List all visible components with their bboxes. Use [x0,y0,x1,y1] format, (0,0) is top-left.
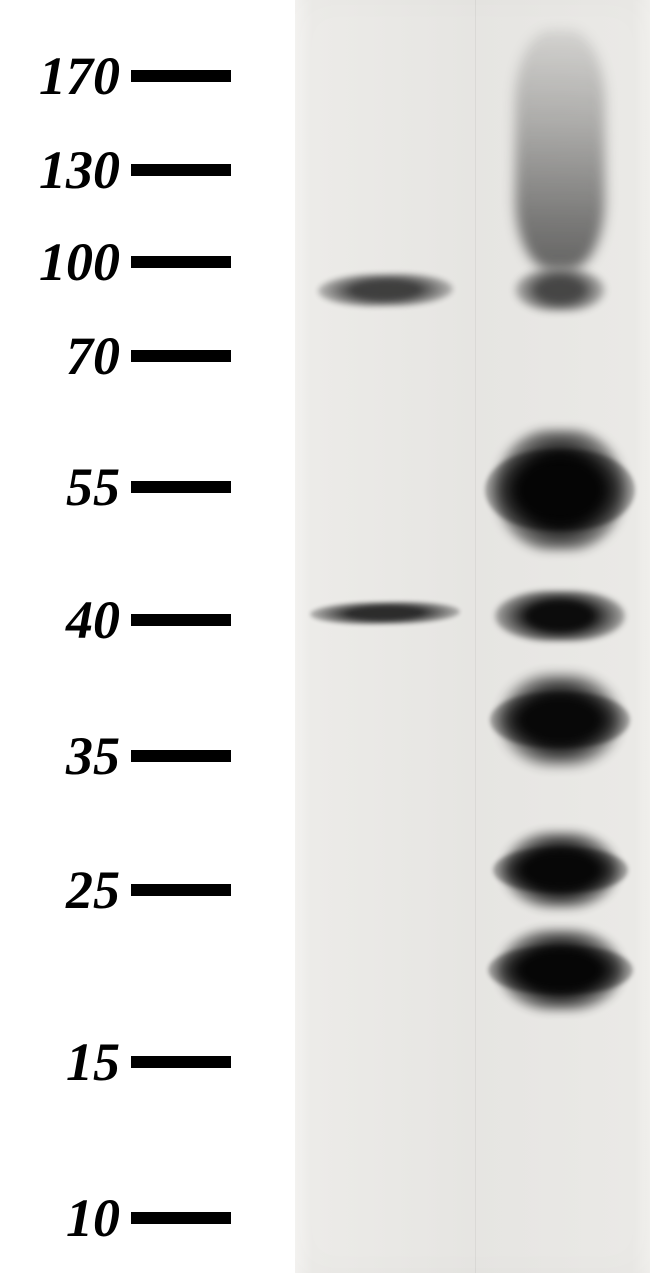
lane-2-band-3 [485,450,635,530]
ladder-label-100: 100 [0,235,120,289]
lane-2-band-5 [495,591,625,641]
ladder-tick-15 [131,1056,231,1068]
ladder-label-70: 70 [0,329,120,383]
ladder-label-15: 15 [0,1035,120,1089]
lane-2-band-1 [515,269,605,311]
ladder-label-55: 55 [0,460,120,514]
lane-1-band-0 [317,273,453,307]
ladder-label-130: 130 [0,143,120,197]
ladder-tick-10 [131,1212,231,1224]
ladder-tick-35 [131,750,231,762]
ladder-label-35: 35 [0,729,120,783]
ladder-tick-130 [131,164,231,176]
western-blot-figure: 170 130 100 70 55 40 35 25 15 10 [0,0,650,1273]
ladder-label-170: 170 [0,49,120,103]
lane2-top-smear [515,30,605,270]
ladder-tick-40 [131,614,231,626]
lane-1-band-4 [310,601,460,626]
lane-2-band-9 [493,848,628,893]
ladder-label-25: 25 [0,863,120,917]
lane-2-band-7 [490,693,630,748]
lane-2-band-11 [488,946,633,994]
ladder-tick-100 [131,256,231,268]
lane-divider [475,0,476,1273]
ladder-tick-55 [131,481,231,493]
ladder-tick-25 [131,884,231,896]
blot-membrane [295,0,650,1273]
ladder-tick-70 [131,350,231,362]
ladder-label-40: 40 [0,593,120,647]
ladder-tick-170 [131,70,231,82]
ladder-label-10: 10 [0,1191,120,1245]
